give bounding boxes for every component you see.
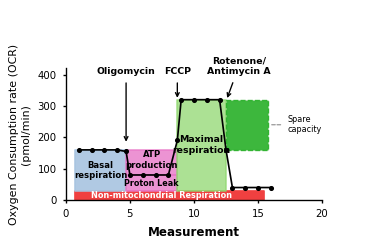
Text: ATP
production: ATP production (126, 150, 178, 170)
Text: Non-mitochondrial Respiration: Non-mitochondrial Respiration (92, 191, 232, 200)
Text: FCCP: FCCP (164, 67, 191, 96)
X-axis label: Measurement: Measurement (148, 226, 240, 239)
Text: Basal
respiration: Basal respiration (74, 161, 127, 180)
Text: Rotenone/
Antimycin A: Rotenone/ Antimycin A (207, 57, 270, 97)
Text: Proton Leak: Proton Leak (124, 179, 179, 188)
Text: Maximal
respiration: Maximal respiration (172, 135, 231, 155)
Bar (226, 100, 268, 150)
Text: Spare
capacity: Spare capacity (272, 115, 322, 134)
Text: Oligomycin: Oligomycin (97, 67, 156, 140)
Y-axis label: Oxygen Consumption rate (OCR)
(pmol/min): Oxygen Consumption rate (OCR) (pmol/min) (9, 44, 31, 225)
